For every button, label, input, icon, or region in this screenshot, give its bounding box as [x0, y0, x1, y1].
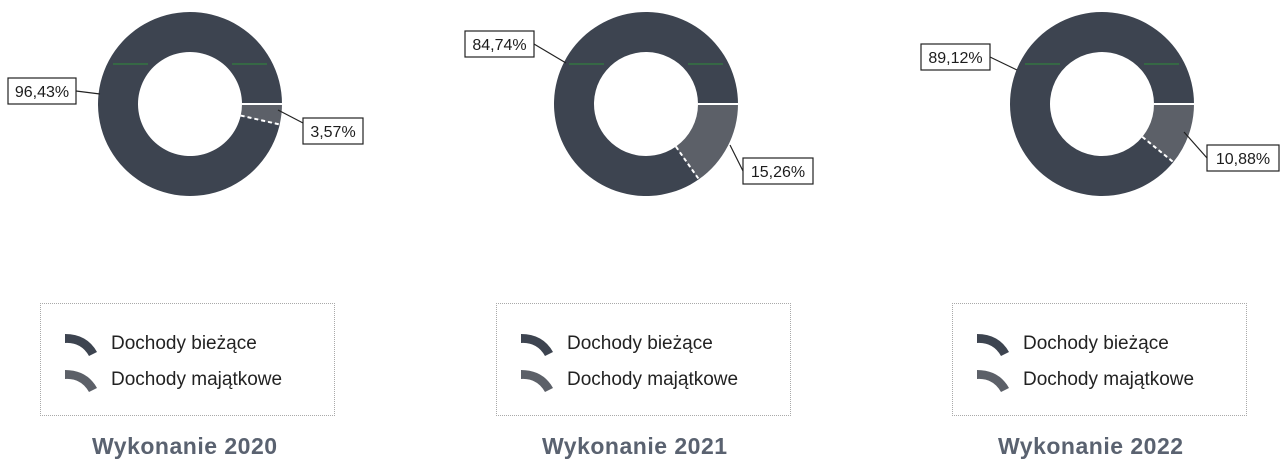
chart-panel-2020: 96,43% 3,57% Dochody bieżące Dochody mają…	[0, 0, 427, 468]
data-label-box	[7, 77, 77, 105]
legend-item-dochody-majatkowe: Dochody majątkowe	[973, 366, 1194, 394]
donut-slice-dochody-majatkowe	[1142, 104, 1194, 163]
legend-item-dochody-majatkowe: Dochody majątkowe	[517, 366, 738, 394]
chart-title-2022: Wykonanie 2022	[998, 433, 1184, 459]
label-leader-line	[533, 43, 567, 64]
legend-swatch-gray-icon	[977, 370, 1009, 392]
data-label-box	[742, 157, 814, 185]
chart-title-2020: Wykonanie 2020	[92, 433, 278, 459]
legend-item-dochody-biezace: Dochody bieżące	[517, 330, 713, 358]
label-leader-line	[1183, 131, 1208, 159]
donut-chart-2022: 89,12% 10,88%	[920, 12, 1280, 197]
legend-label: Dochody majątkowe	[111, 369, 283, 390]
data-label-box	[464, 30, 535, 58]
legend-label: Dochody bieżące	[1023, 333, 1169, 354]
legend-swatch-gray-icon	[521, 370, 553, 392]
data-label: 84,74%	[472, 37, 526, 54]
donut-chart-2021: 84,74% 15,26%	[464, 12, 814, 196]
chart-panel-2021: 84,74% 15,26% Dochody bieżące Dochody maj…	[456, 0, 883, 468]
legend-2020: Dochody bieżące Dochody majątkowe	[40, 303, 335, 416]
data-label: 96,43%	[15, 84, 69, 101]
legend-swatch-dark-icon	[977, 334, 1009, 356]
legend-swatch-dark-icon	[65, 334, 97, 356]
data-label: 3,57%	[310, 124, 355, 141]
chart-title-2021: Wykonanie 2021	[542, 433, 728, 459]
donut-slice-dochody-biezace	[554, 12, 738, 196]
data-label-box	[920, 43, 991, 71]
legend-item-dochody-biezace: Dochody bieżące	[973, 330, 1169, 358]
data-label: 15,26%	[751, 164, 805, 181]
donut-chart-2020: 96,43% 3,57%	[7, 11, 364, 196]
legend-item-dochody-biezace: Dochody bieżące	[61, 330, 257, 358]
legend-2021: Dochody bieżące Dochody majątkowe	[496, 303, 791, 416]
legend-label: Dochody bieżące	[111, 333, 257, 354]
chart-panel-2022: 89,12% 10,88% Dochody bieżące Dochody maj…	[912, 0, 1281, 468]
donut-slice-dochody-majatkowe	[240, 104, 282, 125]
donut-slice-dochody-biezace	[1010, 12, 1194, 197]
donut-slice-dochody-biezace	[98, 11, 282, 196]
label-leader-line	[729, 144, 744, 172]
data-label-box	[1206, 144, 1280, 172]
data-label: 10,88%	[1216, 151, 1270, 168]
donut-slice-dochody-majatkowe	[675, 104, 738, 180]
label-leader-line	[75, 90, 101, 95]
legend-swatch-dark-icon	[521, 334, 553, 356]
legend-label: Dochody majątkowe	[1023, 369, 1195, 390]
legend-2022: Dochody bieżące Dochody majątkowe	[952, 303, 1247, 416]
data-label: 89,12%	[928, 50, 982, 67]
legend-item-dochody-majatkowe: Dochody majątkowe	[61, 366, 282, 394]
data-label-box	[302, 117, 364, 145]
label-leader-line	[989, 56, 1018, 71]
legend-label: Dochody majątkowe	[567, 369, 739, 390]
label-leader-line	[277, 109, 304, 124]
legend-swatch-gray-icon	[65, 370, 97, 392]
legend-label: Dochody bieżące	[567, 333, 713, 354]
